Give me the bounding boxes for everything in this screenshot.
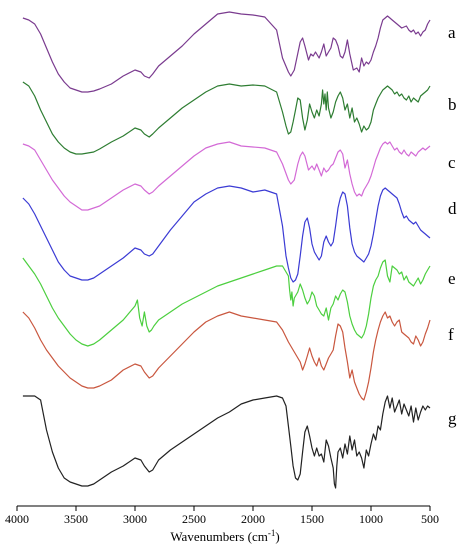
- spectrum-line-c: [22, 141, 431, 211]
- x-tick-label: 3000: [123, 512, 147, 526]
- x-tick-label: 1500: [300, 512, 324, 526]
- spectrum-line-b: [22, 81, 431, 155]
- x-axis-title-sup: -1: [268, 528, 276, 538]
- series-label-b: b: [448, 95, 457, 114]
- x-axis-title-main: Wavenumbers (cm: [170, 529, 268, 544]
- x-axis-title: Wavenumbers (cm-1): [170, 528, 279, 544]
- series-label-e: e: [448, 269, 456, 288]
- spectrum-line-a: [22, 11, 431, 93]
- series-labels: a b c d e f g: [448, 23, 457, 428]
- x-axis-ticks: 4000 3500 3000 2500 2000 1500 1000 500: [5, 506, 439, 526]
- spectrum-line-e: [22, 257, 431, 347]
- x-tick-label: 2000: [241, 512, 265, 526]
- series-label-g: g: [448, 409, 457, 428]
- x-axis-title-close: ): [275, 529, 279, 544]
- spectrum-line-d: [22, 185, 431, 283]
- x-tick-label: 3500: [64, 512, 88, 526]
- series-label-a: a: [448, 23, 456, 42]
- spectrum-line-g: [22, 395, 431, 489]
- series-label-f: f: [448, 325, 454, 344]
- spectrum-lines: [22, 11, 431, 489]
- x-tick-label: 500: [421, 512, 439, 526]
- series-label-d: d: [448, 199, 457, 218]
- series-label-c: c: [448, 153, 456, 172]
- spectrum-line-f: [22, 311, 431, 401]
- x-tick-label: 2500: [182, 512, 206, 526]
- x-tick-label: 4000: [5, 512, 29, 526]
- x-tick-label: 1000: [359, 512, 383, 526]
